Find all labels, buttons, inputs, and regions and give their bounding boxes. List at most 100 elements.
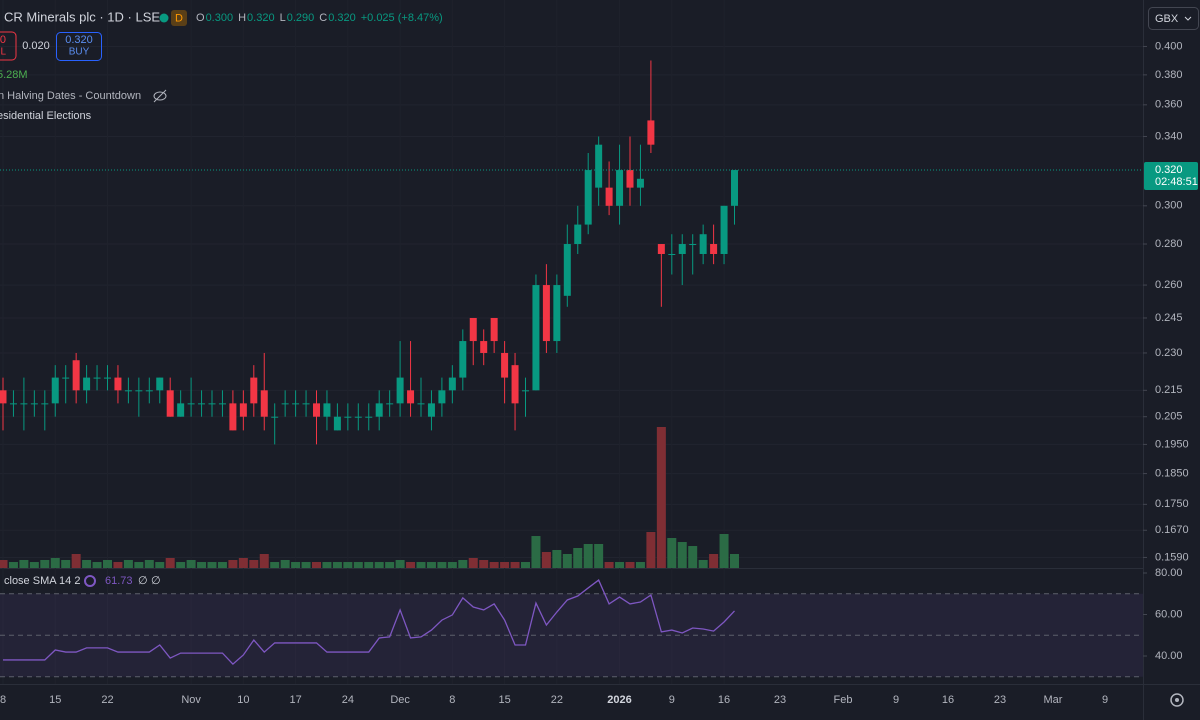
x-tick-label: 22 (551, 694, 563, 706)
candle-body (124, 390, 132, 392)
volume-bar (343, 562, 353, 568)
volume-bar (510, 562, 520, 568)
volume-bar (416, 562, 426, 568)
volume-bar (604, 562, 614, 568)
volume-bar (165, 558, 175, 568)
candle-body (501, 352, 509, 378)
volume-bar (521, 562, 530, 568)
volume-bar (301, 562, 311, 568)
x-tick-label: 9 (893, 694, 899, 706)
candle-body (30, 403, 38, 405)
candle-body (668, 253, 676, 255)
volume-bar (395, 559, 405, 568)
volume-bar (40, 559, 50, 568)
x-tick-label: 16 (718, 694, 730, 706)
ohlc-value: 0.290 (287, 12, 315, 24)
candle-body (522, 390, 529, 392)
candle-body (427, 403, 435, 417)
volume-bar (186, 559, 196, 568)
ohlc: O 0.300 H 0.320 L 0.290 C 0.320 +0.025 (+8.47%) (196, 12, 443, 24)
volume-bar (489, 562, 499, 568)
y-tick-label: 0.1670 (1155, 524, 1189, 536)
x-tick-label: 2026 (607, 694, 631, 706)
indicator-label: esidential Elections (0, 110, 92, 122)
badge-box (171, 10, 187, 26)
volume-bar (332, 562, 342, 568)
currency-selector[interactable] (1148, 7, 1199, 30)
volume-bar (500, 562, 510, 568)
volume-bar (280, 559, 290, 568)
y-tick-label: 0.340 (1155, 130, 1183, 142)
candle-body (469, 317, 477, 342)
candle-body (710, 244, 718, 254)
rsi-line (3, 579, 735, 665)
x-tick-label: 9 (1102, 694, 1108, 706)
volume-bar (103, 559, 112, 568)
candle-body (490, 317, 498, 342)
volume-bar (656, 427, 666, 568)
ohlc-value: 0.320 (328, 12, 356, 24)
x-tick-label: 8 (449, 694, 455, 706)
candle-body (166, 390, 174, 417)
volume-bar (573, 548, 583, 568)
volume-bar (719, 533, 729, 568)
buy-price[interactable]: 0.320 (65, 34, 93, 46)
sell-button[interactable] (0, 31, 17, 61)
volume-bar (71, 553, 81, 568)
candle-body (657, 244, 665, 254)
candle-body (187, 403, 195, 405)
candle-body (678, 244, 686, 254)
buy-button[interactable] (56, 32, 102, 61)
candle-body (72, 360, 80, 391)
volume-bar (615, 562, 625, 568)
volume-bar (447, 562, 457, 568)
volume-bar (709, 553, 719, 568)
volume-bar (698, 559, 708, 568)
volume-bar (144, 559, 154, 568)
x-tick-label: 15 (49, 694, 61, 706)
volume-bar (677, 542, 687, 568)
candle-body (51, 377, 59, 404)
y-tick-label: 0.360 (1155, 99, 1183, 111)
y-tick-label: 0.1590 (1155, 551, 1189, 563)
y-tick-label: 0.205 (1155, 411, 1183, 423)
last-price-label: 0.320 (1155, 164, 1183, 176)
candle-body (292, 403, 300, 405)
volume-bar (562, 553, 572, 568)
settings-icon[interactable] (1170, 693, 1184, 707)
volume-bar (123, 559, 133, 568)
indicator-label: n Halving Dates - Countdown (0, 90, 141, 102)
sell-price[interactable]: 00 (0, 34, 6, 46)
volume-bar (364, 562, 374, 568)
volume-bar (583, 543, 593, 568)
volume-bar (8, 562, 18, 568)
currency[interactable]: GBX (1155, 13, 1179, 25)
candle-body (731, 170, 738, 206)
candle-body (626, 170, 634, 188)
indicator-icon (84, 575, 96, 587)
volume-bar (625, 562, 635, 568)
candle-body (218, 403, 226, 405)
last-price-box (1144, 162, 1198, 191)
candle-body (20, 403, 28, 405)
x-tick-label: 23 (994, 694, 1006, 706)
y-tick-label: 0.1750 (1155, 498, 1189, 510)
volume-bar (249, 559, 259, 568)
volume-bar (50, 558, 60, 568)
sell-label[interactable]: L (0, 47, 6, 58)
hide-icon[interactable] (153, 89, 167, 103)
ohlc-value: 0.300 (206, 12, 234, 24)
indicator-title: close SMA 14 2 (4, 575, 80, 587)
buy-label[interactable]: BUY (69, 47, 90, 58)
volume-bar (646, 532, 656, 568)
candle-body (605, 187, 613, 206)
symbol-title: CR Minerals plc · 1D · LSE (4, 9, 160, 24)
candle-body (720, 205, 728, 254)
candle-body (344, 416, 352, 418)
x-tick-label: Dec (390, 694, 410, 706)
candle-body (271, 416, 279, 418)
candle-body (208, 403, 216, 405)
volume-bar (552, 549, 562, 568)
volume-bar (594, 543, 604, 568)
